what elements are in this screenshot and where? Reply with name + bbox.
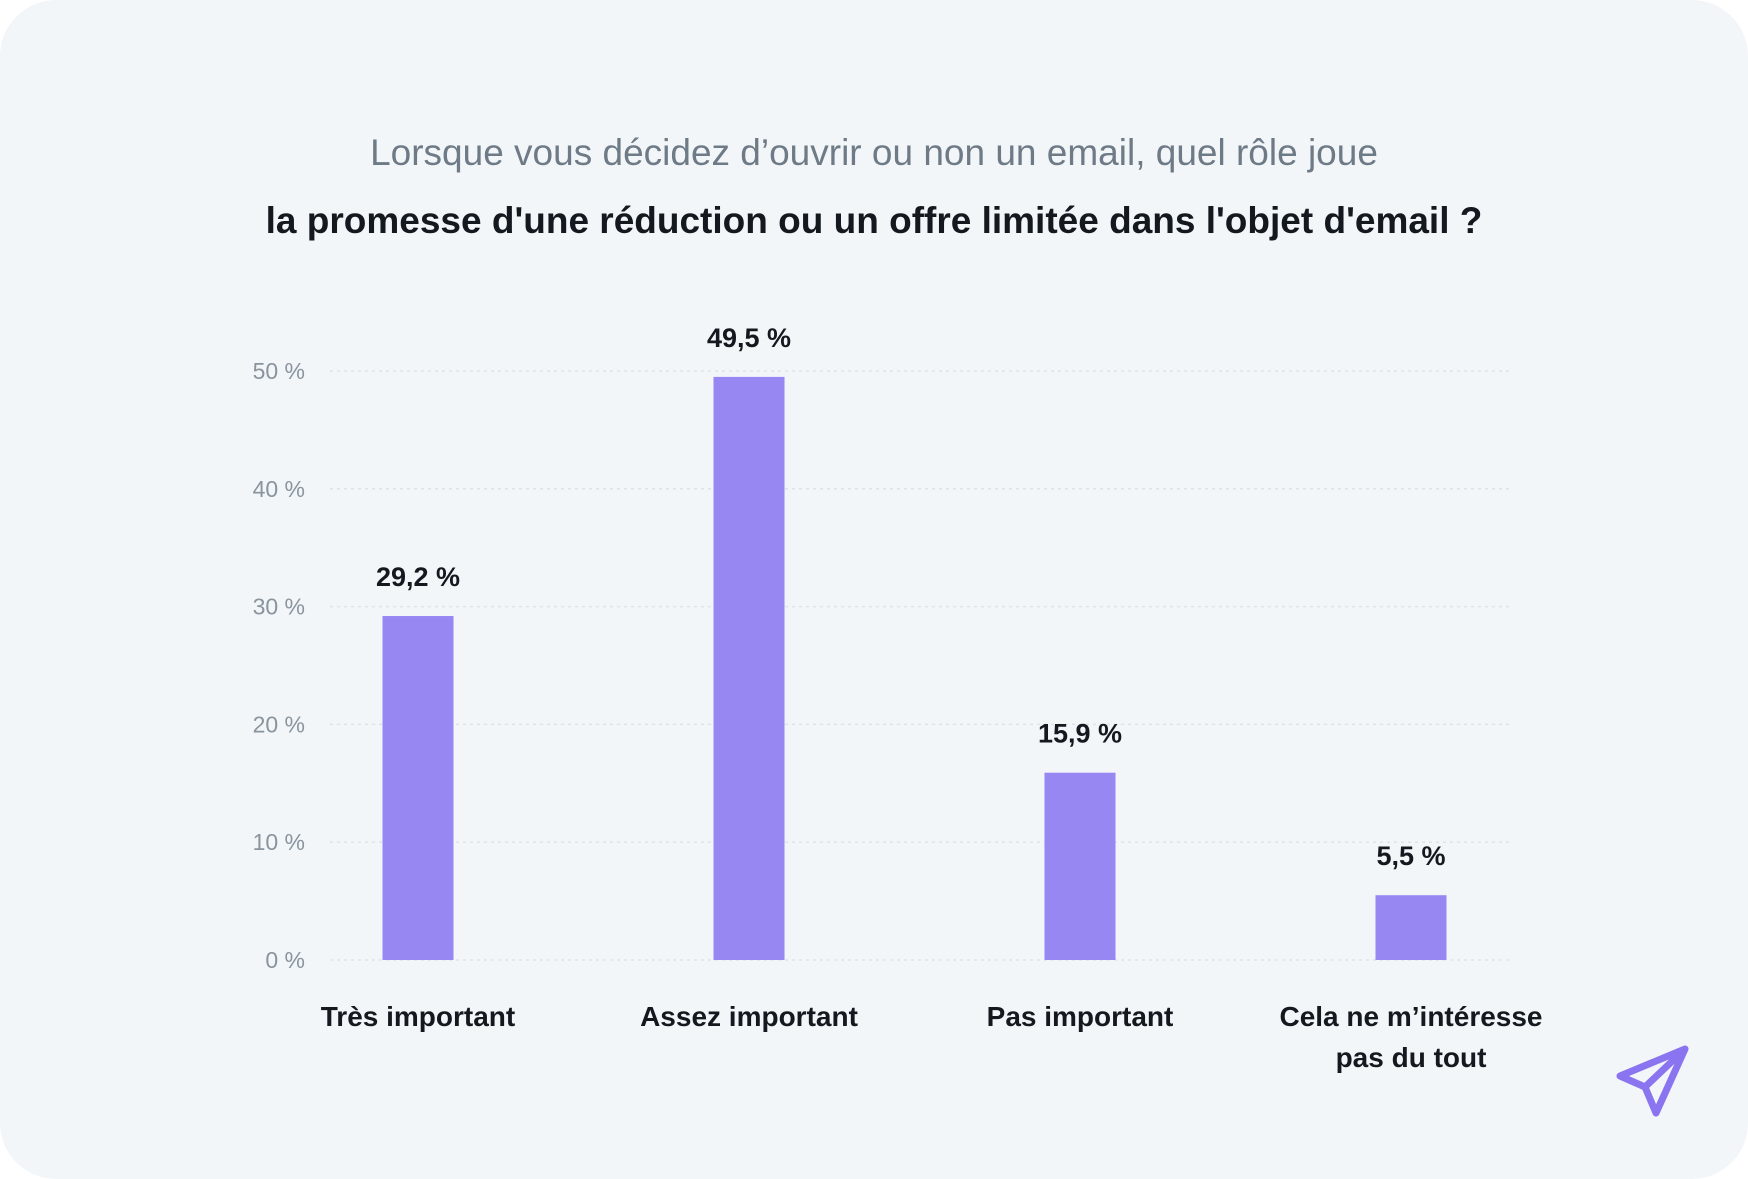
- y-tick-label: 10 %: [253, 829, 305, 855]
- data-labels: 29,2 % 49,5 % 15,9 % 5,5 %: [376, 323, 1446, 871]
- bar: [382, 616, 454, 960]
- bar: [1044, 772, 1116, 960]
- category-label: Très important: [321, 1001, 515, 1032]
- data-label: 15,9 %: [1038, 719, 1122, 749]
- bar: [713, 376, 785, 960]
- bar: [1375, 895, 1447, 960]
- bars: [382, 376, 1447, 960]
- paper-plane-icon-shape: [1616, 1045, 1689, 1117]
- category-labels: Très important Assez important Pas importa…: [321, 1001, 1543, 1073]
- category-label: pas du tout: [1336, 1042, 1487, 1073]
- gridlines: [330, 370, 1512, 961]
- category-label: Pas important: [987, 1001, 1174, 1032]
- data-label: 49,5 %: [707, 323, 791, 353]
- y-axis-ticks: 0 % 10 % 20 % 30 % 40 % 50 %: [253, 358, 305, 973]
- chart-title: la promesse d'une réduction ou un offre …: [265, 200, 1483, 241]
- paper-plane-icon: [1616, 1045, 1689, 1117]
- y-tick-label: 30 %: [253, 594, 305, 620]
- category-label: Cela ne m’intéresse: [1279, 1001, 1542, 1032]
- y-tick-label: 40 %: [253, 476, 305, 502]
- category-label: Assez important: [640, 1001, 858, 1032]
- y-tick-label: 50 %: [253, 358, 305, 384]
- data-label: 29,2 %: [376, 562, 460, 592]
- chart-subtitle: Lorsque vous décidez d’ouvrir ou non un …: [370, 132, 1378, 173]
- y-tick-label: 20 %: [253, 711, 305, 737]
- y-tick-label: 0 %: [265, 947, 305, 973]
- data-label: 5,5 %: [1376, 841, 1445, 871]
